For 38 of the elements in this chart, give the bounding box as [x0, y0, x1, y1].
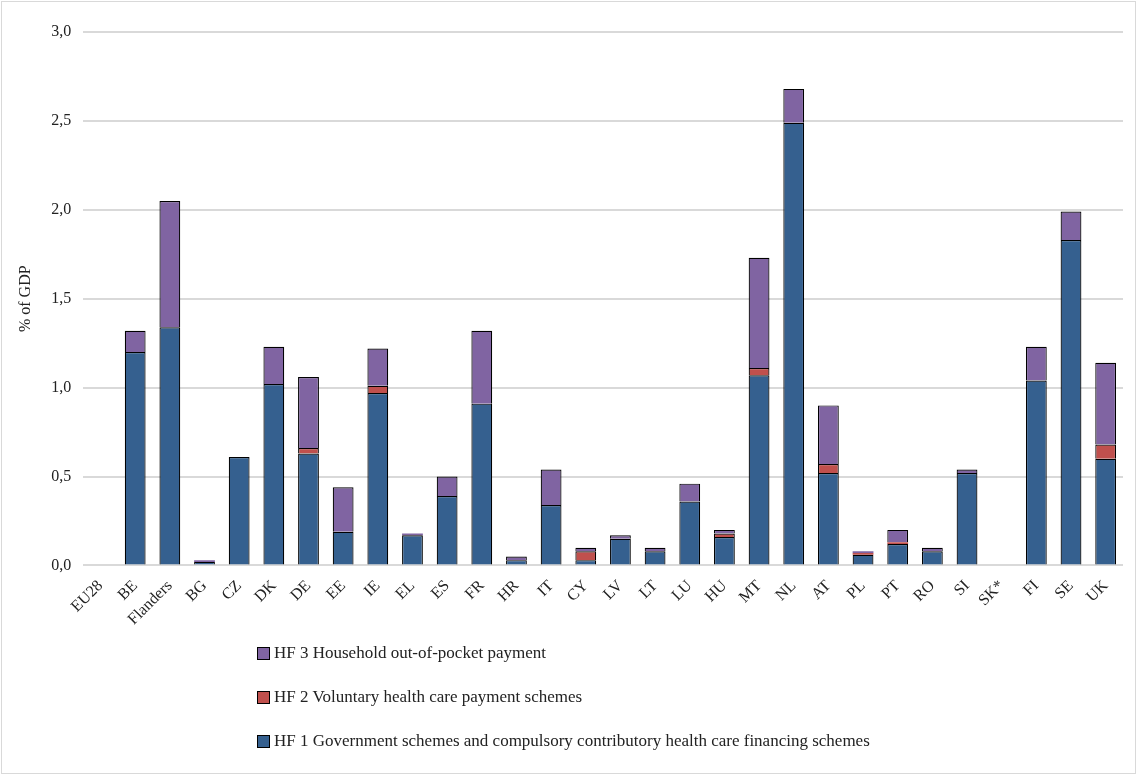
x-tick-label: LT — [635, 576, 661, 602]
y-axis-title: % of GDP — [15, 265, 33, 333]
y-tick-label: 1,0 — [51, 377, 72, 395]
y-tick-label: 0,0 — [51, 555, 72, 573]
x-tick-label: IT — [533, 576, 557, 600]
legend-label: HF 1 Government schemes and compulsory contributory health care financing schemes — [274, 731, 870, 751]
x-tick-label: FI — [1019, 576, 1042, 599]
x-tick-label: CZ — [217, 576, 245, 603]
x-tick-label: MT — [735, 576, 765, 606]
y-tick-label: 0,5 — [51, 466, 72, 484]
legend-label: HF 2 Voluntary health care payment schemes — [274, 687, 583, 707]
x-tick-label: AT — [807, 576, 834, 603]
x-tick-label: IE — [360, 576, 383, 600]
x-tick-label: FR — [461, 576, 488, 603]
x-tick-label: EE — [322, 576, 349, 603]
x-tick-label: DK — [250, 576, 280, 605]
x-tick-label: PL — [842, 576, 869, 602]
y-tick-label: 3,0 — [51, 22, 72, 40]
y-tick-label: 2,0 — [51, 200, 72, 218]
x-tick-label: RO — [909, 576, 938, 605]
x-tick-label: PT — [877, 576, 903, 602]
x-tick-label: SE — [1050, 576, 1077, 602]
x-tick-label: LU — [667, 576, 696, 604]
x-tick-label: CY — [563, 576, 592, 605]
x-tick-label: UK — [1082, 576, 1112, 605]
x-tick-label: NL — [771, 576, 799, 604]
y-tick-label: 2,5 — [51, 111, 72, 129]
x-tick-label: SI — [950, 576, 973, 599]
x-tick-label: HR — [493, 576, 522, 605]
x-tick-label: EL — [391, 576, 418, 603]
x-tick-label: ES — [427, 576, 453, 602]
y-tick-label: 1,5 — [51, 288, 72, 306]
legend-label: HF 3 Household out-of-pocket payment — [274, 643, 546, 663]
x-tick-label: DE — [286, 576, 314, 604]
x-tick-label: BG — [181, 576, 210, 605]
x-tick-label: SK* — [974, 576, 1007, 609]
x-tick-label: HU — [701, 576, 730, 605]
x-tick-label: LV — [599, 576, 626, 603]
